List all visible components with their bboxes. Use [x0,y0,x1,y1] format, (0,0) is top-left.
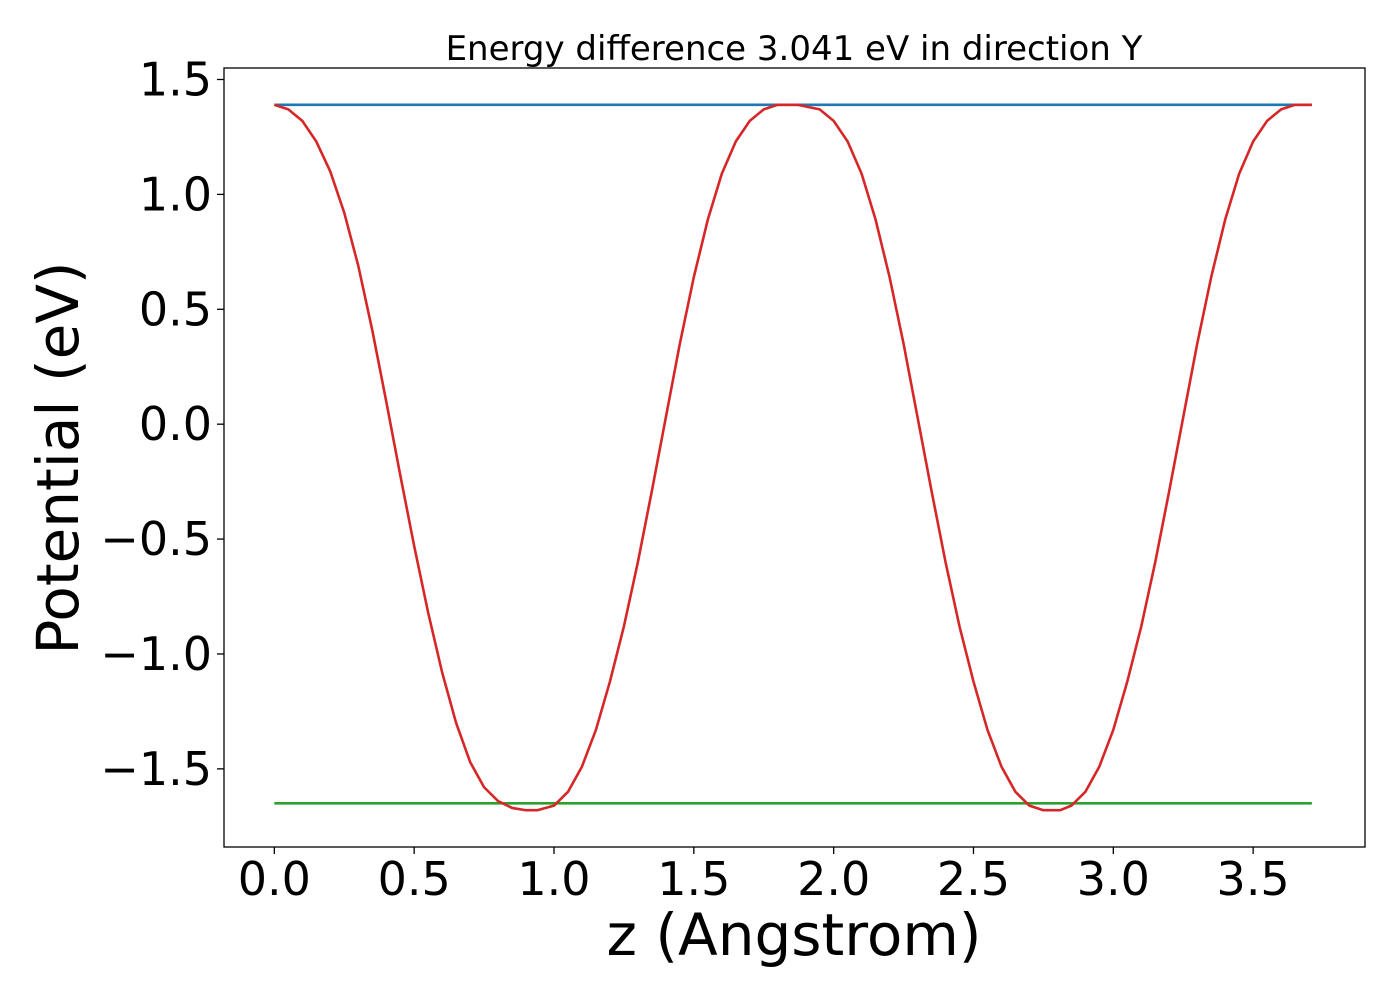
y-axis: 1.5 1.0 0.5 0.0 −0.5 −1.0 −1.5 [100,52,224,796]
x-tick-label: 3.0 [1077,852,1150,906]
x-tick-label: 3.5 [1217,852,1290,906]
y-tick-label: 1.0 [139,167,212,221]
y-tick-label: 1.5 [139,52,212,106]
x-tick-label: 0.0 [238,852,311,906]
y-tick-label: 0.0 [139,397,212,451]
y-tick-label: 0.5 [139,282,212,336]
y-tick-label: −1.0 [100,627,212,681]
y-ticks: 1.5 1.0 0.5 0.0 −0.5 −1.0 −1.5 [100,52,224,796]
series-line-2 [273,103,1312,812]
series-layer [273,103,1312,812]
y-axis-label: Potential (eV) [24,261,92,654]
plot-area [223,67,1366,848]
x-ticks: 0.0 0.5 1.0 1.5 2.0 2.5 3.0 3.5 [238,847,1290,906]
plot-frame [223,67,1366,848]
x-tick-label: 1.5 [657,852,730,906]
x-tick-label: 2.5 [937,852,1010,906]
x-tick-label: 2.0 [797,852,870,906]
x-axis: 0.0 0.5 1.0 1.5 2.0 2.5 3.0 3.5 [238,847,1290,906]
chart-title: Energy difference 3.041 eV in direction … [446,29,1143,69]
x-tick-label: 1.0 [517,852,590,906]
x-axis-label: z (Angstrom) [607,901,982,969]
y-tick-label: −1.5 [100,742,212,796]
x-tick-label: 0.5 [378,852,451,906]
y-tick-label: −0.5 [100,512,212,566]
